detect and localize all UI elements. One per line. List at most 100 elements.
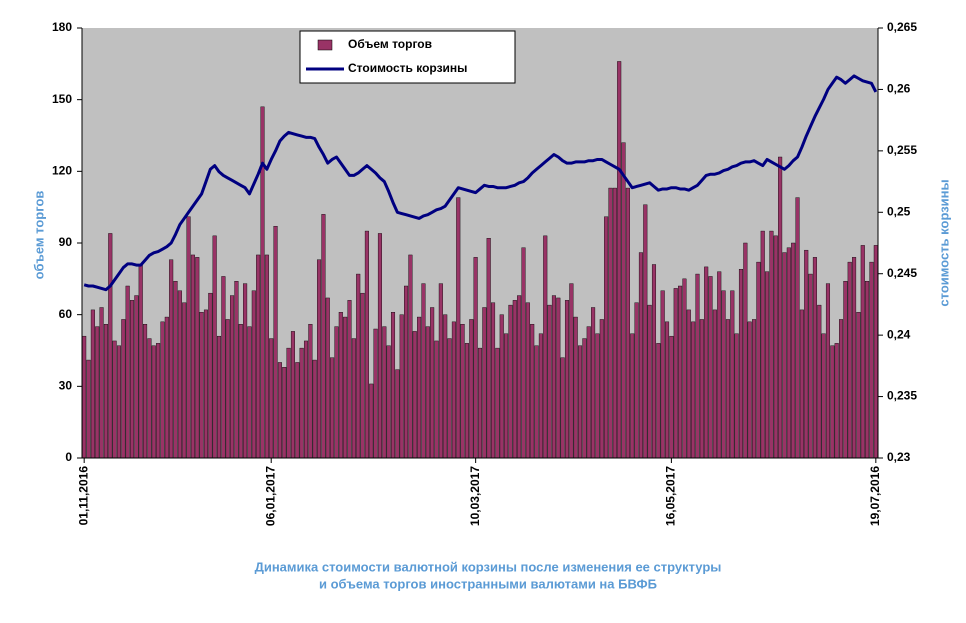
- bar: [651, 264, 657, 459]
- bar: [760, 230, 765, 459]
- bar: [199, 312, 204, 459]
- bar: [103, 324, 108, 459]
- bar: [769, 230, 774, 459]
- bar: [704, 266, 709, 459]
- bar: [251, 290, 256, 459]
- bar: [277, 362, 282, 459]
- y-tick-label: 120: [52, 164, 72, 178]
- bar: [725, 319, 730, 459]
- y-tick-label: 30: [59, 379, 73, 393]
- bar: [586, 326, 591, 459]
- bar: [560, 357, 565, 459]
- bar: [295, 362, 300, 459]
- y2-axis-label: стоимость корзины: [936, 179, 951, 306]
- bar: [364, 230, 369, 459]
- bar: [856, 312, 861, 459]
- bar: [786, 247, 791, 459]
- bar: [660, 290, 665, 459]
- bar: [564, 300, 570, 459]
- bar: [730, 290, 735, 459]
- bar: [430, 307, 435, 459]
- bar: [221, 276, 226, 459]
- bar: [521, 247, 526, 459]
- bar: [591, 307, 596, 459]
- bar: [190, 254, 195, 459]
- bar: [482, 307, 487, 459]
- bar: [573, 316, 578, 459]
- bar: [282, 367, 287, 459]
- bar: [608, 187, 613, 459]
- bar: [464, 343, 469, 459]
- bar: [843, 281, 848, 459]
- bar: [839, 319, 844, 459]
- bar: [743, 242, 748, 459]
- x-tick-label: 01,11,2016: [76, 466, 90, 526]
- bar: [773, 235, 778, 459]
- bar: [752, 319, 757, 459]
- bar: [425, 326, 430, 459]
- bar: [212, 235, 217, 459]
- bar: [734, 333, 739, 459]
- y-tick-label: 150: [52, 92, 72, 106]
- y-tick-label: 180: [52, 20, 72, 34]
- bar: [525, 302, 530, 459]
- bar: [186, 216, 191, 459]
- bar: [543, 235, 548, 459]
- bar: [216, 335, 222, 459]
- bar: [343, 316, 348, 459]
- bar: [234, 281, 239, 459]
- bar: [682, 278, 687, 459]
- bar: [791, 242, 796, 459]
- bar: [373, 328, 378, 459]
- bar: [351, 338, 356, 459]
- bar: [460, 324, 465, 459]
- bar: [417, 316, 422, 459]
- y-tick-label: 60: [59, 307, 73, 321]
- bar: [538, 333, 543, 459]
- bar: [638, 252, 643, 459]
- bar: [377, 233, 382, 459]
- bar: [517, 295, 522, 459]
- x-tick-label: 19,07,2016: [868, 466, 882, 526]
- bar: [112, 340, 117, 459]
- legend-label: Объем торгов: [348, 37, 432, 51]
- bar: [665, 321, 670, 459]
- bar: [643, 204, 648, 459]
- bar: [303, 340, 309, 459]
- bar: [834, 343, 839, 459]
- bar: [678, 285, 683, 459]
- bar: [338, 312, 343, 459]
- bar: [604, 216, 609, 459]
- bar: [817, 304, 822, 459]
- bar: [825, 283, 831, 459]
- bar: [873, 245, 878, 459]
- bar: [156, 343, 161, 459]
- bar: [599, 319, 604, 459]
- bar: [317, 259, 322, 459]
- bar: [451, 321, 456, 459]
- bar: [382, 326, 387, 459]
- bar: [617, 61, 622, 459]
- bar: [386, 345, 391, 459]
- bar: [852, 257, 857, 459]
- bar: [325, 297, 330, 459]
- y2-tick-label: 0,26: [887, 82, 911, 96]
- bar: [830, 345, 835, 459]
- bar: [312, 359, 317, 459]
- bar: [290, 331, 295, 459]
- bar: [82, 335, 87, 459]
- bar: [712, 309, 717, 459]
- bar: [865, 281, 870, 459]
- bar: [369, 383, 374, 459]
- bar: [630, 333, 635, 459]
- y-tick-label: 90: [59, 235, 73, 249]
- bar: [116, 345, 121, 459]
- y-tick-label: 0: [65, 450, 72, 464]
- bar: [108, 233, 113, 459]
- bar: [634, 302, 639, 459]
- bar: [421, 283, 426, 459]
- bar: [869, 261, 874, 459]
- bar: [508, 304, 513, 459]
- y2-tick-label: 0,265: [887, 20, 917, 34]
